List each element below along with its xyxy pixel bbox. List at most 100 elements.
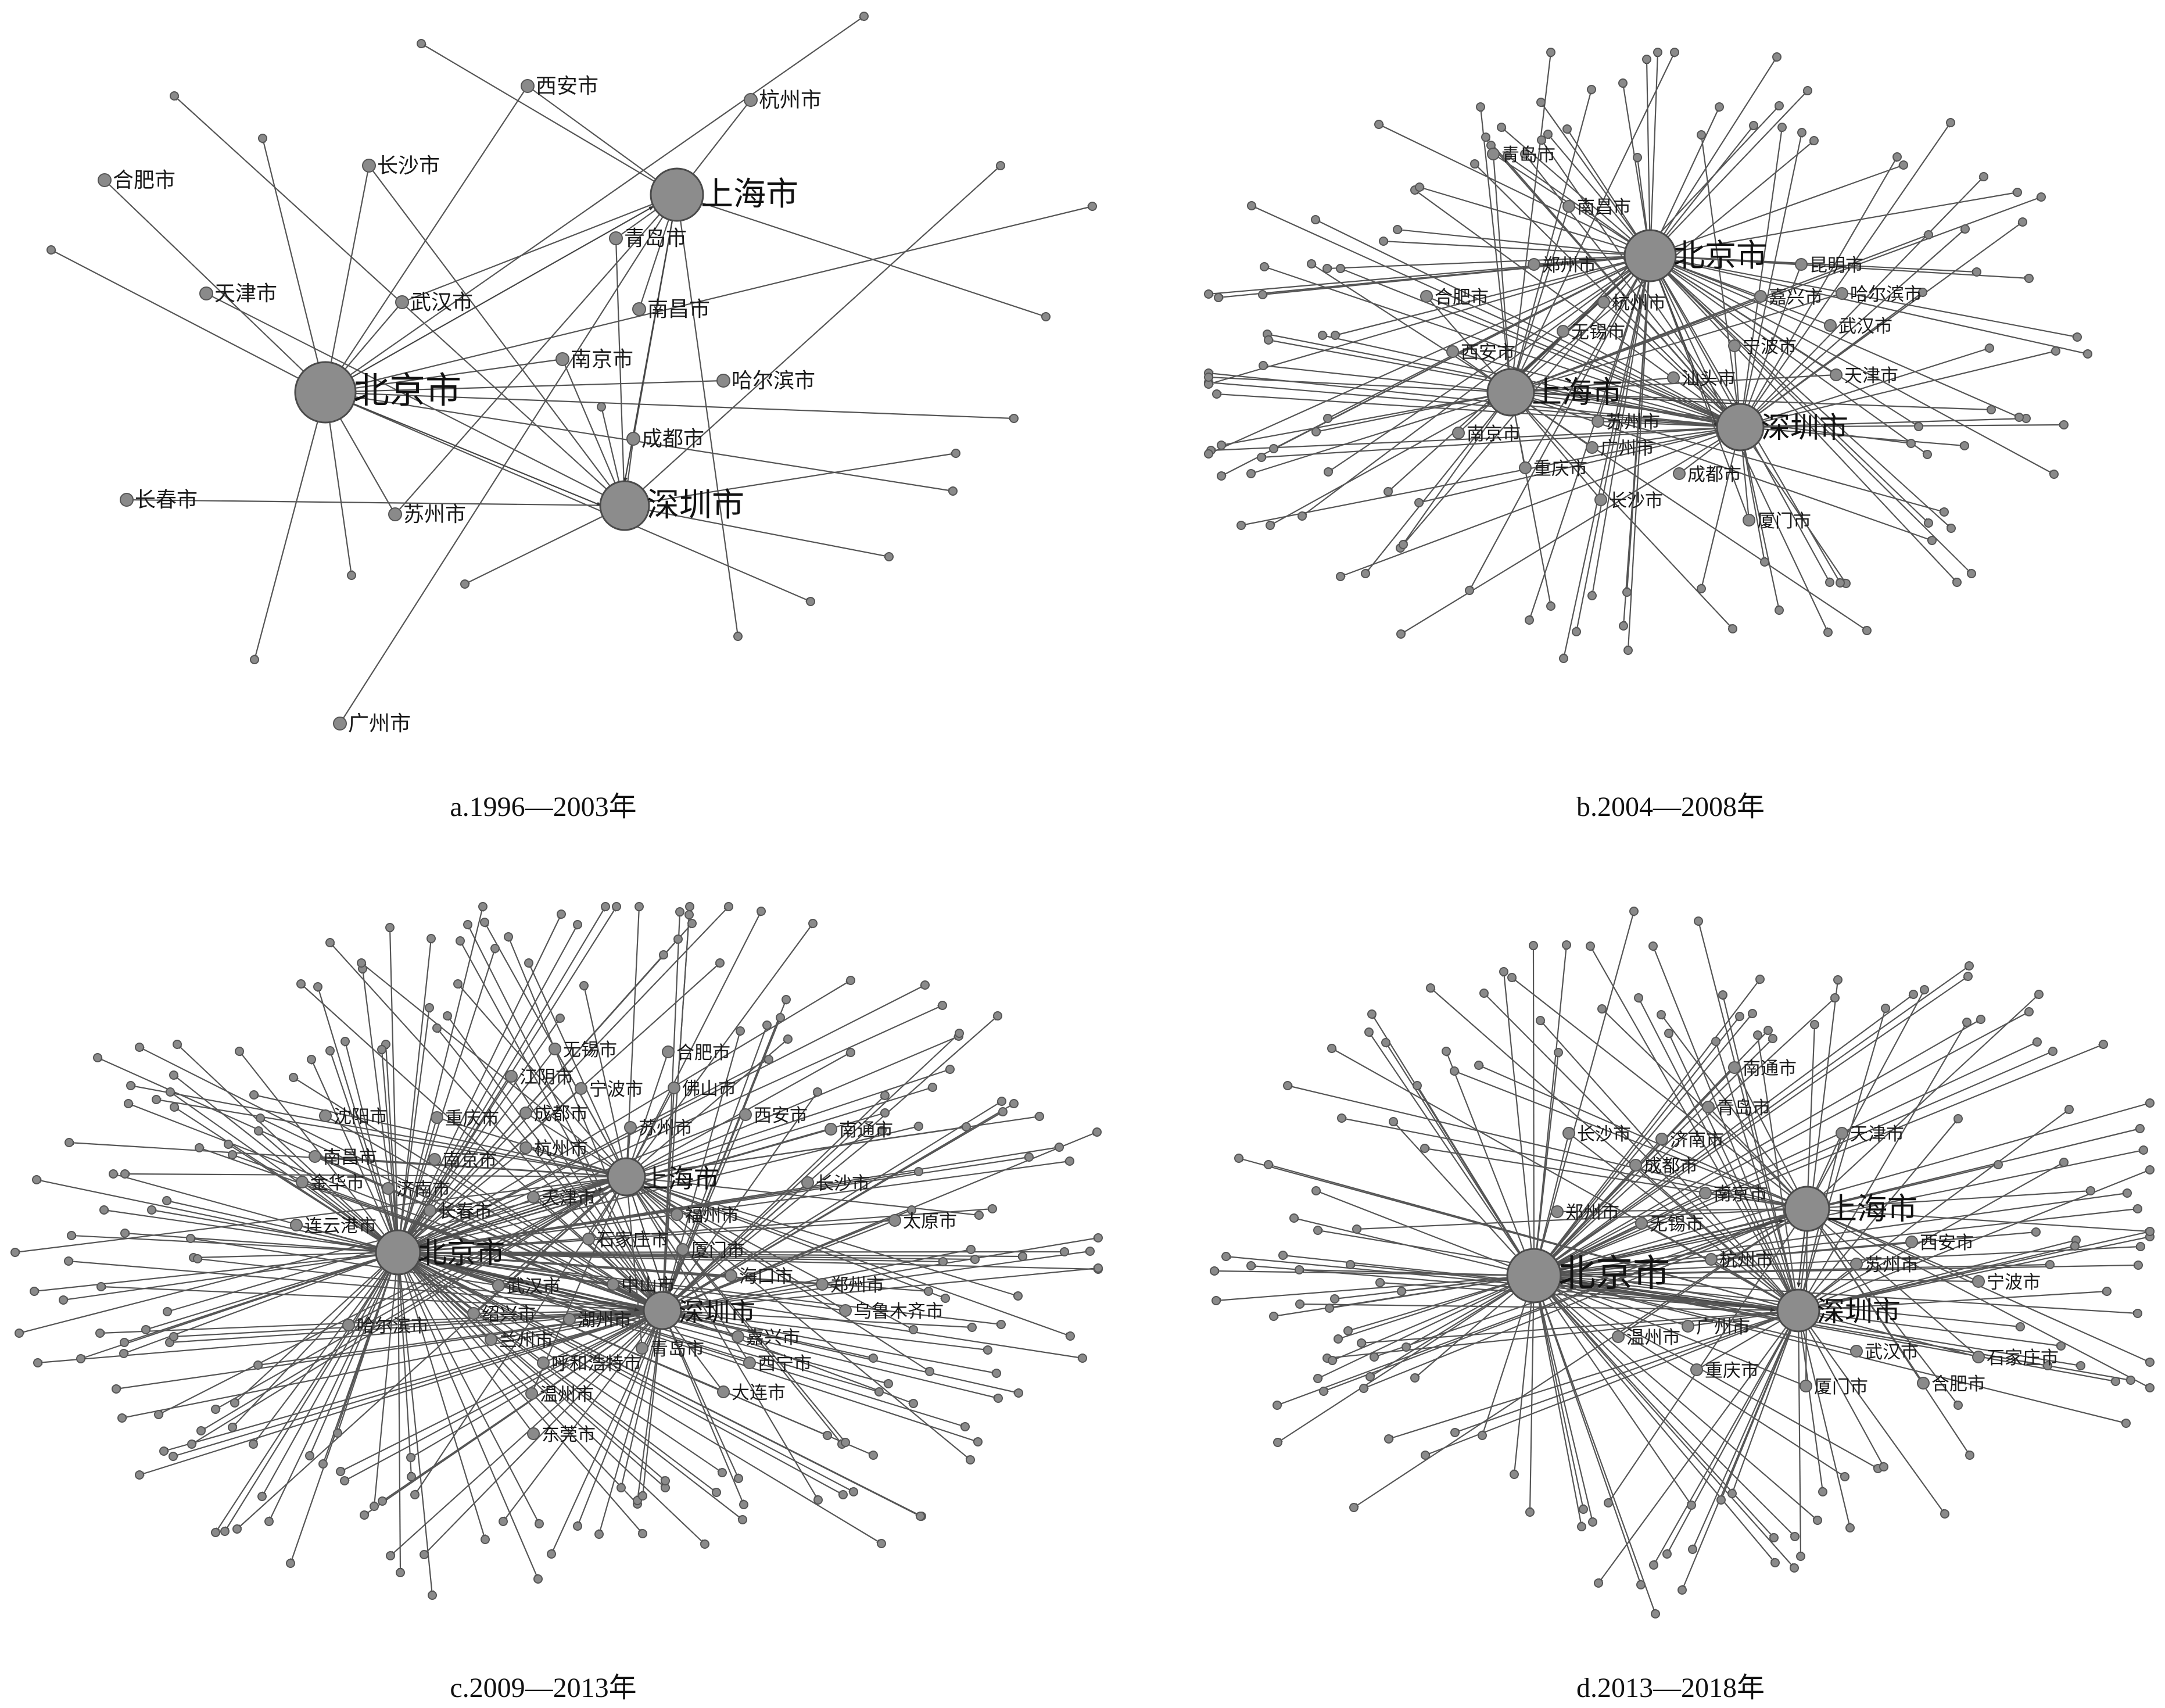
network-edge (624, 504, 890, 558)
network-edge (1806, 1208, 1979, 1283)
city-label: 成都市 (641, 427, 704, 451)
city-node (362, 159, 376, 173)
network-edge (1806, 1188, 2091, 1210)
network-node (813, 1495, 823, 1505)
network-node (249, 1090, 259, 1100)
network-node (1810, 1020, 1819, 1029)
network-edge (525, 1112, 627, 1177)
network-node (764, 1055, 773, 1064)
network-edge (1740, 347, 1990, 428)
network-edge (397, 1113, 746, 1254)
network-edge (1720, 1310, 1800, 1501)
network-edge (434, 1159, 663, 1311)
network-node (1879, 1462, 1888, 1471)
network-node (1562, 940, 1571, 950)
network-node (601, 902, 610, 911)
network-node (960, 1422, 970, 1431)
network-node (1940, 1509, 1949, 1519)
network-node (1559, 654, 1568, 663)
network-node (2015, 413, 2024, 422)
network-node (1088, 202, 1097, 211)
network-edge (1533, 1275, 1818, 1521)
city-node (549, 1043, 561, 1055)
network-node (967, 1323, 977, 1332)
network-edge (1315, 219, 1741, 428)
network-node (1413, 1081, 1422, 1090)
city-label: 青岛市 (1501, 145, 1555, 166)
network-edge (397, 1252, 854, 1492)
network-node (884, 552, 894, 561)
network-node (1677, 1585, 1687, 1595)
network-edge (344, 1310, 663, 1481)
network-node (983, 1345, 992, 1355)
network-edge (1740, 350, 2056, 428)
network-edge (1650, 255, 2088, 355)
city-node (825, 1123, 837, 1136)
network-edge (397, 1252, 666, 1488)
network-node (32, 1175, 41, 1184)
network-edge (1650, 255, 2020, 418)
network-node (2145, 1358, 2155, 1367)
network-edge (662, 1309, 988, 1352)
network-node (232, 1524, 242, 1534)
city-label: 天津市 (1844, 366, 1898, 386)
network-edge (661, 1114, 747, 1311)
network-node (64, 1256, 73, 1266)
network-node (1946, 118, 1955, 127)
network-edge (397, 1252, 539, 1580)
network-node (1914, 422, 1923, 431)
network-node (806, 597, 815, 606)
network-node (96, 1282, 106, 1291)
network-edge (169, 1309, 663, 1345)
network-edge (1273, 1274, 1535, 1318)
network-edge (661, 1310, 740, 1479)
network-edge (1533, 1274, 1979, 1284)
network-node (1323, 414, 1332, 423)
city-label: 兰州市 (499, 1330, 553, 1351)
network-edge (543, 1309, 663, 1364)
network-node (1687, 1501, 1696, 1510)
network-node (162, 1196, 171, 1205)
network-edge (662, 1249, 1091, 1312)
network-node (1537, 135, 1546, 145)
network-node (1009, 1099, 1019, 1108)
network-node (1374, 120, 1383, 129)
city-node (1905, 1236, 1918, 1248)
network-node (257, 1492, 267, 1501)
network-node (738, 1515, 747, 1524)
network-edge (397, 1252, 882, 1544)
network-node (456, 936, 465, 946)
network-edge (1533, 965, 1970, 1276)
city-label: 南昌市 (1577, 197, 1631, 218)
network-node (152, 1095, 161, 1104)
network-node (1572, 627, 1581, 636)
network-edge (1649, 52, 1660, 256)
city-label: 温州市 (1626, 1327, 1680, 1348)
network-node (659, 950, 668, 959)
network-node (1597, 1004, 1607, 1014)
network-edge (397, 1252, 666, 1481)
network-edge (626, 1176, 1019, 1297)
network-node (700, 1539, 709, 1549)
network-node (112, 1384, 121, 1394)
network-node (1546, 48, 1555, 57)
network-node (1797, 128, 1806, 137)
network-node (938, 1001, 947, 1010)
network-node (318, 1459, 328, 1469)
network-edge (1316, 1190, 1535, 1277)
network-edge (1400, 392, 1511, 549)
network-edge (177, 1044, 399, 1253)
network-edge (1363, 1208, 1808, 1390)
city-node (582, 1233, 595, 1245)
network-node (909, 1399, 918, 1408)
network-node (914, 1167, 923, 1176)
network-edge (503, 1310, 663, 1522)
network-edge (402, 194, 678, 303)
network-edge (490, 1309, 663, 1341)
network-edge (1740, 292, 1923, 428)
hub-node (1716, 403, 1765, 452)
network-node (849, 1487, 858, 1496)
city-label: 长春市 (135, 488, 198, 512)
network-node (428, 1591, 437, 1600)
city-node (319, 1109, 332, 1122)
